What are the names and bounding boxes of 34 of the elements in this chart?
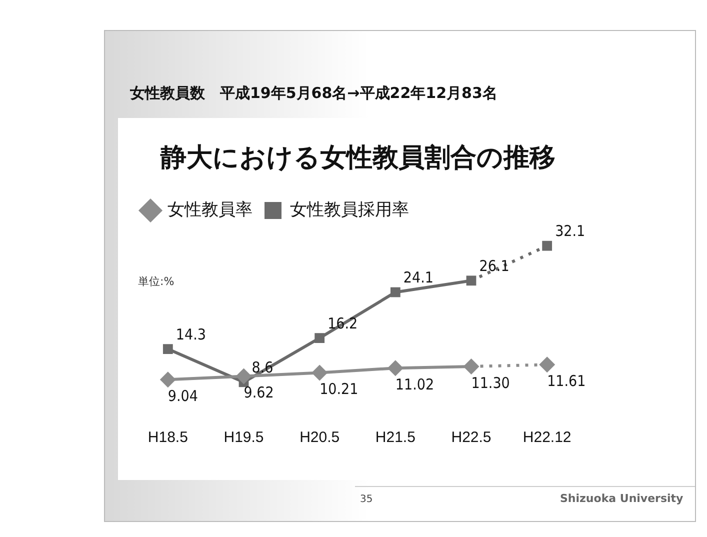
x-tick-label: H22.12	[522, 429, 572, 446]
text: 35	[360, 494, 373, 505]
data-label: 14.3	[176, 325, 206, 344]
legend-label: 女性教員率	[168, 200, 252, 220]
point	[160, 372, 176, 388]
point	[312, 364, 328, 381]
data-label: 26.1	[479, 257, 510, 276]
point	[387, 360, 404, 376]
legend-label: 女性教員採用率	[290, 200, 409, 220]
chart-title: 静大における女性教員割合の推移	[159, 142, 556, 175]
data-label: 11.61	[547, 372, 586, 390]
x-tick-label: H19.5	[224, 429, 264, 446]
point	[390, 287, 400, 298]
chart-subtitle: 女性教員数 平成19年5月68名→平成22年12月83名	[130, 84, 498, 103]
text: Shizuoka University	[560, 492, 684, 505]
x-tick-label: H18.5	[148, 429, 188, 446]
point	[314, 333, 325, 343]
point	[539, 356, 556, 373]
point	[466, 276, 476, 286]
data-label: 10.21	[320, 380, 358, 398]
data-label: 9.62	[244, 384, 274, 402]
annotation: 単位:%	[138, 274, 174, 289]
point	[162, 344, 173, 354]
x-tick-label: H22.5	[451, 429, 492, 446]
point	[236, 368, 252, 384]
data-label: 9.04	[168, 386, 198, 405]
point	[542, 240, 552, 251]
point	[463, 358, 480, 374]
data-label: 24.1	[403, 268, 434, 287]
x-tick-label: H20.5	[300, 429, 340, 446]
data-label: 11.02	[395, 375, 434, 394]
data-label: 11.30	[471, 374, 510, 392]
data-label: 32.1	[555, 222, 586, 240]
x-tick-label: H21.5	[375, 429, 416, 446]
